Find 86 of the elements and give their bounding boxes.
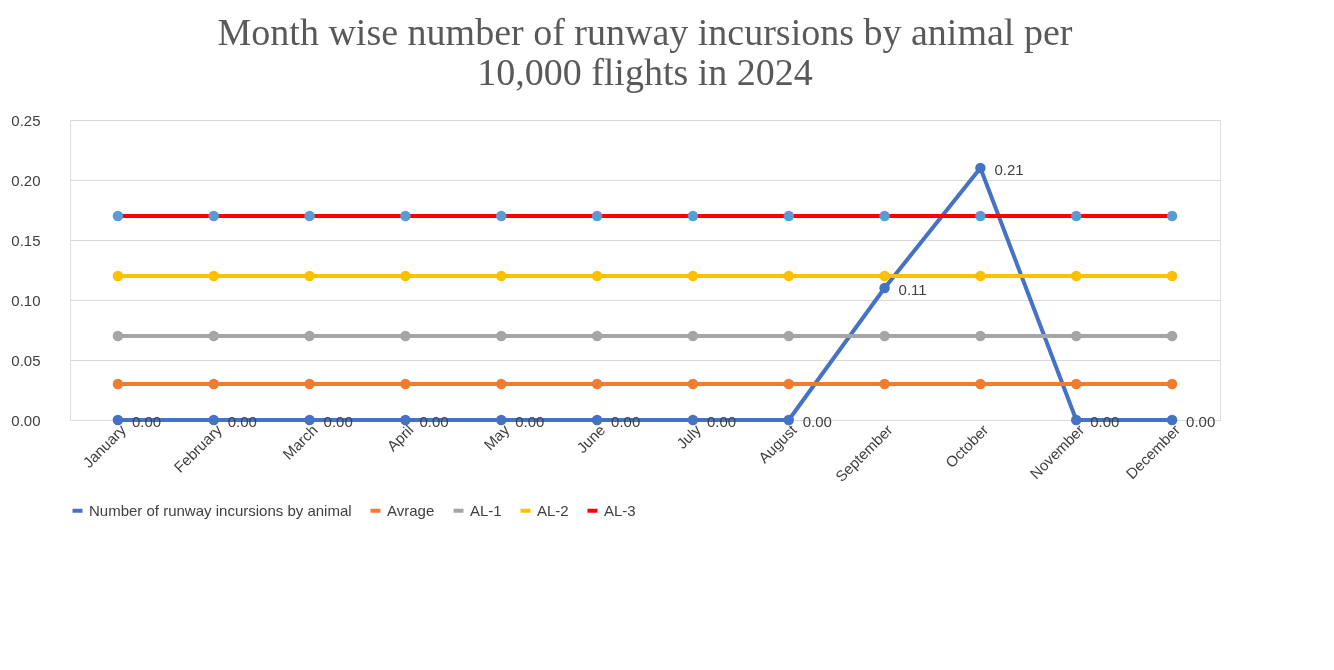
- point: [687, 270, 699, 282]
- data-label: 0.00: [1186, 413, 1216, 430]
- point: [208, 270, 219, 282]
- y-tick-label: 0.15: [11, 231, 41, 249]
- point: [304, 330, 315, 342]
- point: [783, 414, 794, 426]
- data-label: 0.00: [611, 413, 641, 430]
- point: [112, 270, 124, 282]
- point: [591, 330, 603, 342]
- point: [208, 414, 219, 426]
- point: [687, 378, 699, 390]
- data-label: 0.11: [898, 281, 927, 298]
- point: [1166, 414, 1178, 426]
- data-label: 0.00: [419, 413, 449, 430]
- point: [591, 414, 603, 426]
- y-tick-label: 0.05: [11, 351, 41, 369]
- point: [112, 414, 124, 426]
- point: [112, 330, 124, 342]
- point: [591, 210, 603, 222]
- point: [687, 414, 699, 426]
- point: [1071, 330, 1082, 342]
- point: [400, 210, 411, 222]
- point: [975, 210, 986, 222]
- point: [496, 378, 507, 390]
- point: [879, 210, 890, 222]
- chart-title: Month wise number of runway incursions by animal per 10,000 flights in 2024: [217, 11, 1073, 93]
- point: [1071, 414, 1082, 426]
- point: [1166, 210, 1178, 222]
- legend-label: Number of runway incursions by animal: [89, 501, 352, 519]
- point: [400, 270, 411, 282]
- legend-label: AL-2: [537, 501, 569, 519]
- point: [975, 270, 986, 282]
- point: [112, 210, 124, 222]
- point: [304, 210, 315, 222]
- point: [1071, 378, 1082, 390]
- legend-label: Avrage: [387, 501, 435, 519]
- x-tick-label: July: [673, 420, 705, 452]
- point: [975, 378, 986, 390]
- data-label: 0.00: [515, 413, 545, 430]
- point: [687, 210, 699, 222]
- point: [400, 414, 411, 426]
- y-tick-label: 0.00: [11, 411, 41, 429]
- legend-label: AL-1: [470, 501, 502, 519]
- point: [304, 378, 315, 390]
- data-label: 0.00: [323, 413, 353, 430]
- point: [400, 330, 411, 342]
- point: [496, 210, 507, 222]
- point: [783, 330, 794, 342]
- data-label: 0.21: [994, 161, 1024, 178]
- point: [879, 282, 890, 294]
- point: [1166, 330, 1178, 342]
- point: [208, 378, 219, 390]
- y-tick-label: 0.10: [11, 291, 41, 309]
- point: [591, 378, 603, 390]
- point: [879, 378, 890, 390]
- point: [208, 330, 219, 342]
- point: [496, 330, 507, 342]
- point: [112, 378, 124, 390]
- x-tick-label: May: [480, 420, 513, 454]
- point: [304, 414, 315, 426]
- point: [975, 162, 986, 174]
- point: [975, 330, 986, 342]
- point: [400, 378, 411, 390]
- point: [304, 270, 315, 282]
- point: [208, 210, 219, 222]
- data-label: 0.00: [131, 413, 162, 430]
- point: [783, 210, 794, 222]
- point: [1166, 378, 1178, 390]
- data-label: 0.00: [1090, 413, 1120, 430]
- y-tick-label: 0.20: [11, 171, 41, 189]
- data-label: 0.00: [706, 413, 737, 430]
- point: [687, 330, 699, 342]
- data-label: 0.00: [802, 413, 832, 430]
- y-tick-label: 0.25: [11, 111, 41, 129]
- point: [1071, 210, 1082, 222]
- point: [879, 330, 890, 342]
- point: [496, 414, 507, 426]
- legend-label: AL-3: [604, 501, 636, 519]
- point: [496, 270, 507, 282]
- point: [783, 378, 794, 390]
- point: [1071, 270, 1082, 282]
- data-label: 0.00: [227, 413, 257, 430]
- point: [783, 270, 794, 282]
- point: [879, 270, 890, 282]
- point: [1166, 270, 1178, 282]
- point: [591, 270, 603, 282]
